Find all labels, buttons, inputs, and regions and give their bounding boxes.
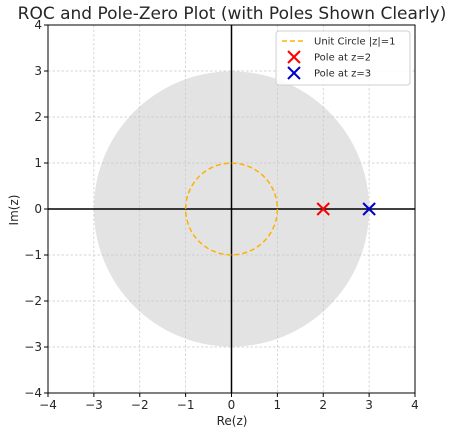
chart-title: ROC and Pole-Zero Plot (with Poles Shown… [18,4,447,24]
y-tick-label: 4 [34,18,42,32]
y-tick-label: 0 [34,202,42,216]
pole-marker [316,202,330,216]
pole-marker [362,202,376,216]
x-tick-label: 4 [411,398,419,412]
x-tick-label: −1 [177,398,195,412]
pole-marker-2 [362,202,376,216]
y-tick-label: −1 [24,248,42,262]
x-tick-label: 1 [274,398,282,412]
x-tick-label: 2 [319,398,327,412]
y-tick-label: 1 [34,156,42,170]
legend-label: Unit Circle |z|=1 [314,37,396,48]
pole-marker-1 [316,202,330,216]
y-tick-label: −3 [24,340,42,354]
y-tick-label: −2 [24,294,42,308]
legend-box [275,30,411,86]
legend: Unit Circle |z|=1 Pole at z=2 Pole at z=3 [275,30,411,86]
x-tick-label: 3 [365,398,373,412]
x-axis-label: Re(z) [217,414,248,428]
x-tick-label: 0 [228,398,236,412]
y-tick-label: −4 [24,386,42,400]
x-tick-label: −3 [85,398,103,412]
x-tick-label: −4 [39,398,57,412]
legend-label: Pole at z=3 [314,69,371,80]
unit-circle [184,162,279,256]
legend-swatch [287,66,301,80]
y-tick-label: 2 [34,110,42,124]
y-tick-label: 3 [34,64,42,78]
legend-swatch [287,50,301,64]
y-axis-label: Im(z) [7,195,21,226]
legend-label: Pole at z=2 [314,53,371,64]
x-tick-label: −2 [131,398,149,412]
